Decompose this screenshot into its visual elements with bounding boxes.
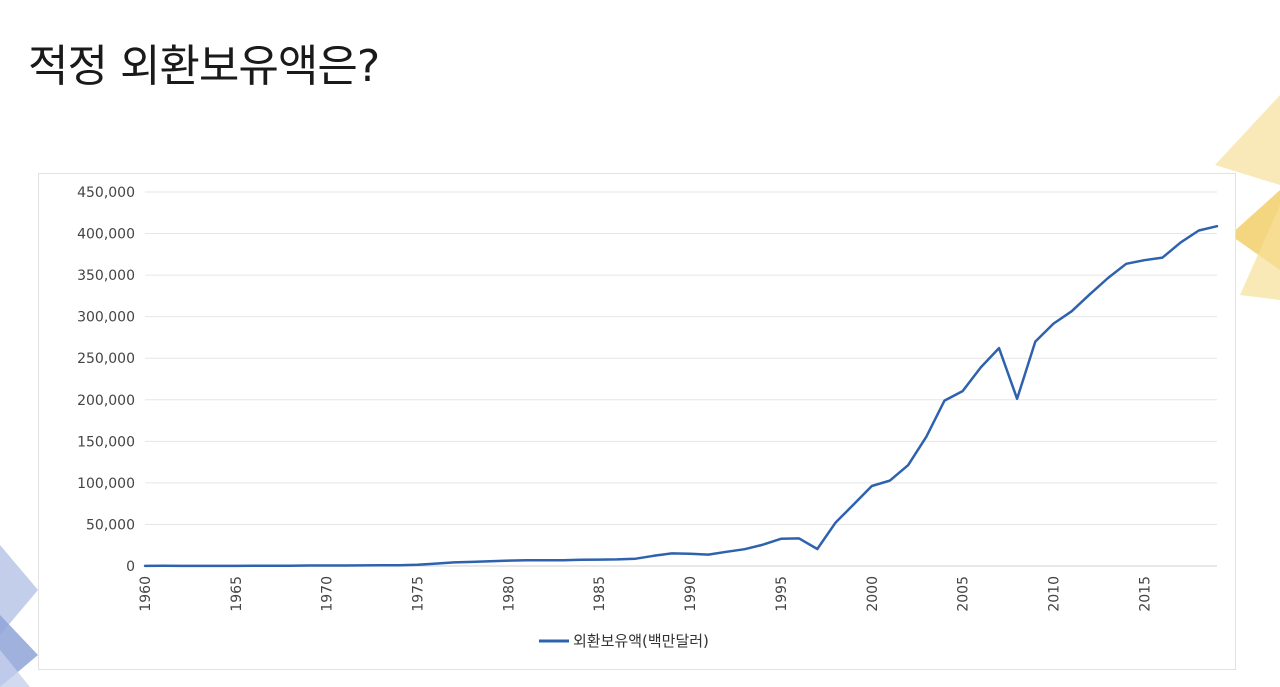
y-tick-label: 200,000 [77,393,135,409]
y-tick-label: 300,000 [77,310,135,326]
x-tick-label: 1990 [683,576,699,612]
x-tick-label: 2010 [1046,576,1062,612]
legend-label: 외환보유액(백만달러) [573,632,709,650]
x-tick-label: 1975 [411,576,427,612]
slide-title: 적정 외환보유액은? [28,41,380,92]
y-axis-ticks: 0 50,000 100,000 150,000 200,000 250,000 300,0… [77,185,135,575]
y-tick-label: 400,000 [77,227,135,243]
x-tick-label: 1965 [229,576,245,612]
x-tick-label: 1980 [501,576,517,612]
legend: 외환보유액(백만달러) [539,632,709,650]
y-tick-label: 100,000 [77,476,135,492]
series-line [143,224,1219,568]
chart-container: 0 50,000 100,000 150,000 200,000 250,000 300,0… [38,173,1236,670]
y-tick-label: 50,000 [86,517,135,533]
x-tick-label: 2015 [1137,576,1153,612]
y-tick-label: 0 [126,559,135,575]
decor-shape-left [0,545,38,687]
x-axis-ticks: 1960 1965 1970 1975 1980 1985 1990 1995 2000 2005… [138,576,1153,612]
y-tick-label: 250,000 [77,351,135,367]
x-tick-label: 1985 [592,576,608,612]
y-tick-label: 350,000 [77,268,135,284]
x-tick-label: 1995 [774,576,790,612]
series-layer [143,224,1219,568]
x-tick-label: 2000 [865,576,881,612]
x-tick-label: 2005 [956,576,972,612]
x-tick-label: 1960 [138,576,154,612]
y-tick-label: 450,000 [77,185,135,201]
decor-shape-right [1215,95,1280,300]
y-tick-label: 150,000 [77,434,135,450]
line-chart: 0 50,000 100,000 150,000 200,000 250,000 300,0… [77,185,1219,650]
gridlines [145,191,1217,567]
x-tick-label: 1970 [320,576,336,612]
